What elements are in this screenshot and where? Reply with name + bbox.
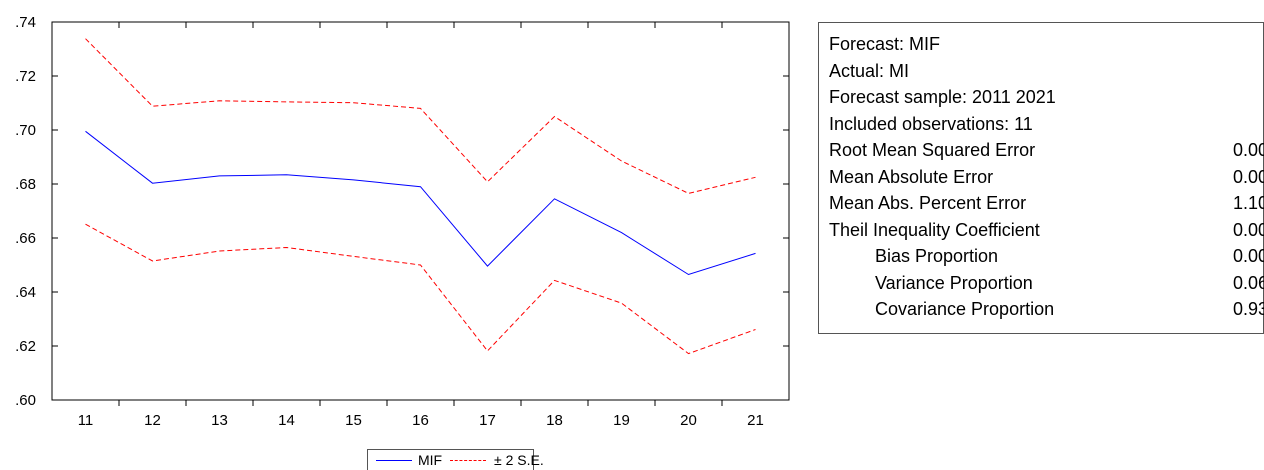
x-tick-label: 12	[144, 412, 161, 429]
y-tick-label: .62	[15, 338, 36, 355]
forecast-chart: .60.62.64.66.68.70.72.74 11 12 13 14 15 16 17 1…	[15, 14, 790, 429]
stat-value: 0.006663	[1233, 219, 1264, 240]
stat-value: 0.007369	[1233, 166, 1264, 187]
x-axis: 11 12 13 14 15 16 17 18 19 20 21	[78, 22, 764, 429]
legend-label-se: ± 2 S.E.	[494, 452, 544, 468]
stat-value: 0.069179	[1233, 272, 1264, 293]
stat-value: 0.930821	[1233, 299, 1264, 319]
stat-label: Mean Absolute Error	[829, 166, 994, 187]
y-axis: .60 .62 .64 .66 .68 .70 .72 .74	[15, 14, 789, 409]
stat-value: 0.008963	[1233, 140, 1264, 160]
x-tick-label: 14	[278, 412, 295, 429]
y-tick-label: .68	[15, 176, 36, 193]
x-tick-label: 18	[546, 412, 563, 429]
y-tick-label: .72	[15, 68, 36, 85]
stat-label: Variance Proportion	[875, 272, 1033, 293]
stat-label: Mean Abs. Percent Error	[829, 193, 1027, 213]
stat-label: Actual: MI	[829, 60, 910, 81]
x-tick-label: 21	[747, 412, 764, 429]
plot-frame	[51, 21, 790, 401]
stat-label: Forecast sample: 2011 2021	[829, 87, 1056, 107]
stat-label: Theil Inequality Coefficient	[829, 219, 1040, 240]
y-tick-label: .70	[15, 122, 36, 139]
x-tick-label: 16	[412, 412, 429, 429]
legend-label-mif: MIF	[418, 452, 443, 468]
y-tick-label: .66	[15, 230, 36, 247]
stat-label: Root Mean Squared Error	[829, 140, 1036, 160]
stat-label: Forecast: MIF	[829, 34, 941, 54]
forecast-statistics-panel: Forecast: MIF Actual: MI Forecast sample: …	[818, 22, 1264, 334]
legend: MIF ± 2 S.E.	[367, 449, 544, 470]
stat-label: Covariance Proportion	[875, 299, 1055, 319]
stat-value: 1.101340	[1233, 193, 1264, 213]
x-tick-label: 17	[479, 412, 496, 429]
y-tick-label: .64	[15, 284, 36, 301]
stat-label: Included observations: 11	[829, 113, 1033, 134]
stat-value: 0.000000	[1233, 246, 1264, 266]
series-layer	[85, 38, 756, 355]
stat-label: Bias Proportion	[875, 246, 999, 266]
y-tick-label: .60	[15, 392, 36, 409]
x-tick-label: 11	[78, 412, 94, 429]
x-tick-label: 13	[211, 412, 228, 429]
series-line-mif	[85, 130, 756, 276]
series-line-upper-band	[85, 38, 756, 194]
x-tick-label: 20	[680, 412, 697, 429]
series-line-lower-band	[85, 223, 756, 355]
x-tick-label: 15	[345, 412, 362, 429]
x-tick-label: 19	[613, 412, 630, 429]
legend-line-se	[450, 460, 486, 461]
y-tick-label: .74	[15, 14, 36, 31]
legend-line-mif	[376, 460, 412, 461]
